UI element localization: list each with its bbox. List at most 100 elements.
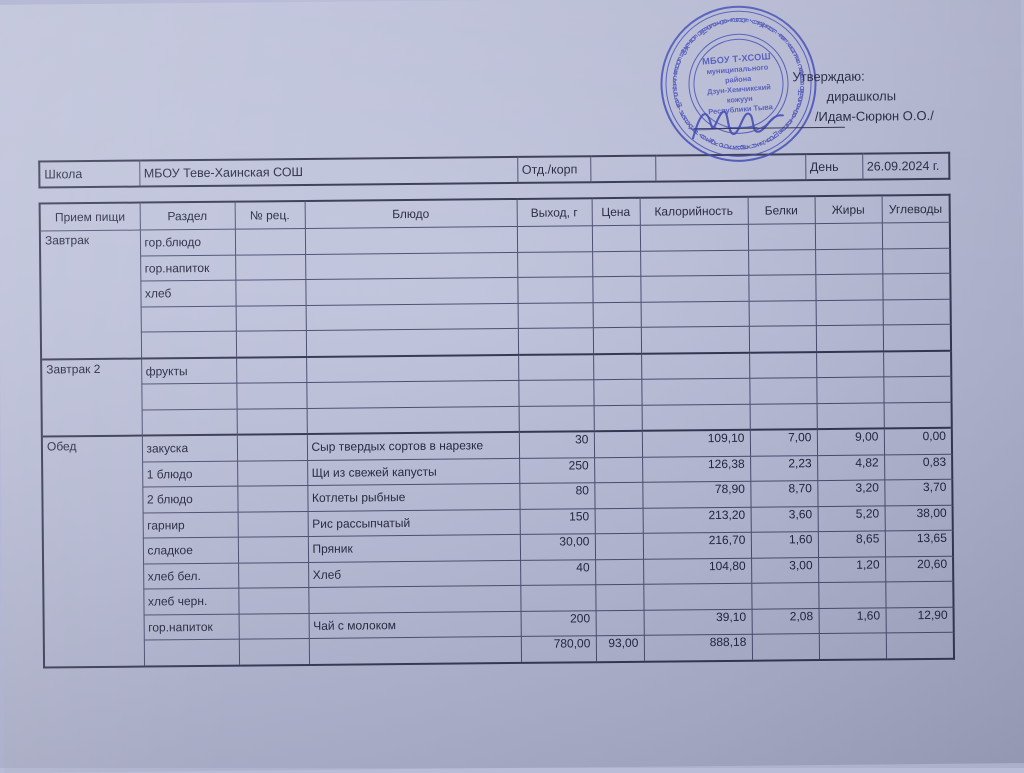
- menu-cell-calories: [640, 300, 749, 328]
- menu-cell-section: фрукты: [141, 357, 237, 385]
- seal-rim-char: Е: [690, 33, 699, 41]
- seal-rim-char: Е: [780, 35, 789, 44]
- seal-rim-char: А: [763, 137, 772, 145]
- seal-rim-char: О: [694, 29, 704, 38]
- seal-ring-outer: [654, 0, 823, 168]
- menu-cell-recipe: [237, 510, 308, 538]
- menu-cell-recipe: [238, 612, 309, 640]
- menu-cell-protein: 7,00: [749, 429, 818, 456]
- seal-rim-char: Ы: [675, 101, 684, 110]
- seal-rim-char: О: [767, 134, 777, 142]
- seal-rim-char: У: [753, 142, 762, 148]
- menu-cell-section: [140, 331, 237, 359]
- menu-cell-calories: 216,70: [642, 532, 752, 559]
- menu-cell-yield: 30,00: [519, 533, 596, 560]
- menu-cell-fat: [814, 222, 883, 250]
- school-name-value: МБОУ Теве-Хаинская СОШ: [139, 156, 518, 187]
- menu-cell-price: [594, 482, 643, 509]
- menu-cell-recipe: [236, 356, 307, 384]
- seal-rim-char: Л: [765, 135, 775, 143]
- menu-cell-dish: Пряник: [307, 534, 521, 562]
- menu-cell-yield: [517, 302, 593, 329]
- menu-cell-yield: [518, 405, 594, 432]
- menu-cell-price: 93,00: [595, 635, 645, 662]
- seal-rim-char: Е: [786, 117, 795, 126]
- menu-cell-dish: [305, 328, 519, 357]
- menu-cell-section: хлеб: [140, 280, 236, 307]
- menu-cell-section: закуска: [141, 434, 238, 462]
- menu-cell-fat: [815, 299, 883, 326]
- menu-cell-fat: [816, 376, 884, 404]
- menu-cell-dish: [306, 380, 519, 408]
- seal-rim-char: Е: [755, 20, 764, 27]
- seal-rim-char: Ь: [782, 121, 791, 130]
- seal-rim-char: Н: [799, 72, 805, 81]
- seal-rim-char: О: [739, 17, 747, 24]
- seal-rim-char: Т: [725, 18, 733, 23]
- menu-cell-section: гор.блюдо: [139, 229, 236, 256]
- menu-cell-recipe: [236, 433, 308, 461]
- menu-cell-protein: 8,70: [750, 480, 818, 507]
- seal-rim-char: Б: [697, 28, 706, 36]
- handwritten-signature: [688, 110, 784, 140]
- seal-rim-char: Е: [798, 92, 805, 100]
- menu-cell-recipe: [235, 304, 306, 332]
- seal-rim-char: Ж: [707, 136, 717, 146]
- seal-rim-char: Л: [731, 17, 739, 23]
- menu-cell-dish: Рис рассыпчатый: [307, 508, 520, 537]
- col-header-protein: Белки: [747, 196, 815, 225]
- seal-rim-char: Г: [673, 94, 679, 102]
- seal-rim-char: У: [702, 135, 711, 143]
- menu-cell-section: сладкое: [142, 537, 239, 564]
- menu-cell-protein: [748, 300, 816, 327]
- seal-center-line2: муниципального района: [706, 62, 769, 86]
- seal-rim-char: Т: [672, 71, 678, 80]
- seal-rim-char: [798, 59, 802, 66]
- seal-rim-char: У: [747, 18, 756, 24]
- menu-cell-dish: [305, 277, 518, 305]
- menu-cell-recipe: [236, 407, 307, 435]
- seal-rim-char: [774, 28, 781, 34]
- seal-rim-char: Ч: [749, 18, 758, 25]
- seal-rim-char: Т: [788, 115, 796, 123]
- menu-cell-price: [593, 404, 642, 432]
- menu-cell-yield: [520, 584, 596, 611]
- menu-cell-yield: 30: [518, 431, 595, 458]
- seal-rim-char: К: [770, 133, 779, 141]
- menu-cell-fat: 8,65: [817, 530, 886, 558]
- menu-cell-price: [595, 584, 644, 611]
- seal-rim-char: А: [697, 132, 706, 140]
- menu-cell-recipe: [235, 253, 306, 281]
- menu-cell-recipe: [237, 485, 308, 512]
- seal-rim-char: Ж: [681, 43, 691, 53]
- seal-rim-char: Е: [742, 145, 751, 150]
- menu-cell-yield: 780,00: [520, 635, 597, 663]
- seal-rim-char: У: [685, 121, 693, 130]
- menu-cell-carbs: [885, 632, 955, 659]
- seal-rim-char: А: [779, 125, 788, 134]
- menu-cell-protein: [747, 223, 816, 250]
- seal-rim-char: И: [787, 44, 796, 53]
- seal-rim-char: П: [687, 122, 696, 132]
- menu-cell-carbs: 38,00: [884, 504, 953, 531]
- seal-rim-char: Ь: [733, 17, 742, 23]
- menu-cell-carbs: 13,65: [884, 530, 954, 557]
- seal-rim-char: Е: [776, 31, 785, 40]
- menu-cell-protein: [749, 377, 817, 404]
- menu-cell-price: [592, 250, 641, 277]
- seal-rim-char: Н: [699, 133, 709, 142]
- menu-cell-fat: [815, 248, 883, 275]
- col-header-carbs: Углеводы: [881, 194, 950, 223]
- menu-cell-dish: [305, 302, 518, 331]
- col-header-yield: Выход, г: [516, 198, 592, 227]
- seal-rim-char: С: [728, 144, 737, 151]
- seal-rim-char: А: [672, 80, 678, 88]
- menu-cell-yield: [518, 353, 594, 381]
- menu-cell-fat: 9,00: [816, 428, 885, 456]
- approval-signer: /Идам-Сюрюн О.О./: [814, 108, 934, 125]
- menu-cell-section: хлеб черн.: [143, 588, 239, 615]
- seal-rim-char: Т: [685, 39, 693, 47]
- menu-cell-yield: [516, 225, 593, 252]
- seal-rim-char: Г: [720, 143, 729, 150]
